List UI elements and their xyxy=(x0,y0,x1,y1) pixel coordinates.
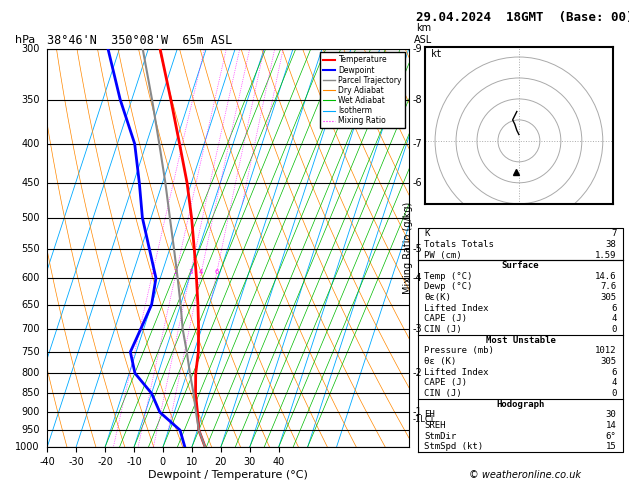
Text: 7: 7 xyxy=(611,229,616,238)
Text: 38: 38 xyxy=(606,240,616,249)
Text: 650: 650 xyxy=(21,299,40,310)
Text: 14: 14 xyxy=(606,421,616,430)
Text: 30: 30 xyxy=(606,410,616,419)
Text: 14.6: 14.6 xyxy=(595,272,616,281)
Text: -1: -1 xyxy=(413,407,422,417)
Text: 305: 305 xyxy=(601,357,616,366)
Text: Lifted Index: Lifted Index xyxy=(425,367,489,377)
X-axis label: Dewpoint / Temperature (°C): Dewpoint / Temperature (°C) xyxy=(148,469,308,480)
Text: Most Unstable: Most Unstable xyxy=(486,336,555,345)
Text: 400: 400 xyxy=(21,139,40,149)
Text: 6°: 6° xyxy=(606,432,616,440)
Text: -1LCL: -1LCL xyxy=(413,415,436,424)
Text: 700: 700 xyxy=(21,324,40,334)
Text: Hodograph: Hodograph xyxy=(496,399,545,409)
Text: Mixing Ratio (g/kg): Mixing Ratio (g/kg) xyxy=(403,202,413,294)
Text: Surface: Surface xyxy=(502,261,539,270)
Text: θε (K): θε (K) xyxy=(425,357,457,366)
Text: 550: 550 xyxy=(21,244,40,254)
Text: 350: 350 xyxy=(21,95,40,104)
Text: CIN (J): CIN (J) xyxy=(425,325,462,334)
Text: -2: -2 xyxy=(413,368,422,378)
Text: K: K xyxy=(425,229,430,238)
Text: 800: 800 xyxy=(21,368,40,378)
Text: 1012: 1012 xyxy=(595,347,616,355)
Text: 2: 2 xyxy=(174,269,178,276)
Text: 4: 4 xyxy=(611,378,616,387)
Text: θε(K): θε(K) xyxy=(425,293,451,302)
Text: 6: 6 xyxy=(214,269,219,276)
Text: Temp (°C): Temp (°C) xyxy=(425,272,473,281)
Text: 500: 500 xyxy=(21,213,40,223)
Text: 1: 1 xyxy=(150,269,155,276)
Text: 1000: 1000 xyxy=(16,442,40,452)
Text: 750: 750 xyxy=(21,347,40,357)
Text: 4: 4 xyxy=(199,269,203,276)
Text: -8: -8 xyxy=(413,95,422,104)
Text: StmDir: StmDir xyxy=(425,432,457,440)
Text: 450: 450 xyxy=(21,178,40,188)
Text: -4: -4 xyxy=(413,273,422,283)
Text: Dewp (°C): Dewp (°C) xyxy=(425,282,473,292)
Text: CAPE (J): CAPE (J) xyxy=(425,378,467,387)
Text: 15: 15 xyxy=(606,442,616,451)
Text: 6: 6 xyxy=(611,367,616,377)
Text: Pressure (mb): Pressure (mb) xyxy=(425,347,494,355)
Text: 7.6: 7.6 xyxy=(601,282,616,292)
Text: 305: 305 xyxy=(601,293,616,302)
Legend: Temperature, Dewpoint, Parcel Trajectory, Dry Adiabat, Wet Adiabat, Isotherm, Mi: Temperature, Dewpoint, Parcel Trajectory… xyxy=(320,52,405,128)
Text: CAPE (J): CAPE (J) xyxy=(425,314,467,323)
Text: 950: 950 xyxy=(21,425,40,435)
Text: 3: 3 xyxy=(188,269,193,276)
Text: SREH: SREH xyxy=(425,421,446,430)
Text: Totals Totals: Totals Totals xyxy=(425,240,494,249)
Text: 38°46'N  350°08'W  65m ASL: 38°46'N 350°08'W 65m ASL xyxy=(47,35,233,48)
Text: EH: EH xyxy=(425,410,435,419)
Text: hPa: hPa xyxy=(15,35,36,45)
Text: 0: 0 xyxy=(611,325,616,334)
Text: StmSpd (kt): StmSpd (kt) xyxy=(425,442,484,451)
Text: 850: 850 xyxy=(21,388,40,399)
Text: kt: kt xyxy=(431,49,443,59)
Text: Lifted Index: Lifted Index xyxy=(425,304,489,313)
Text: 6: 6 xyxy=(611,304,616,313)
Text: km
ASL: km ASL xyxy=(414,23,433,45)
Text: 300: 300 xyxy=(21,44,40,53)
Text: CIN (J): CIN (J) xyxy=(425,389,462,398)
Text: -3: -3 xyxy=(413,324,422,334)
Text: 29.04.2024  18GMT  (Base: 00): 29.04.2024 18GMT (Base: 00) xyxy=(416,11,629,23)
Text: 4: 4 xyxy=(611,314,616,323)
Text: 600: 600 xyxy=(21,273,40,283)
Text: 1.59: 1.59 xyxy=(595,251,616,260)
Text: -6: -6 xyxy=(413,178,422,188)
Text: PW (cm): PW (cm) xyxy=(425,251,462,260)
Text: -9: -9 xyxy=(413,44,422,53)
Text: 900: 900 xyxy=(21,407,40,417)
Text: -5: -5 xyxy=(413,244,422,254)
Text: © weatheronline.co.uk: © weatheronline.co.uk xyxy=(469,470,581,480)
Text: -7: -7 xyxy=(413,139,422,149)
Text: 0: 0 xyxy=(611,389,616,398)
